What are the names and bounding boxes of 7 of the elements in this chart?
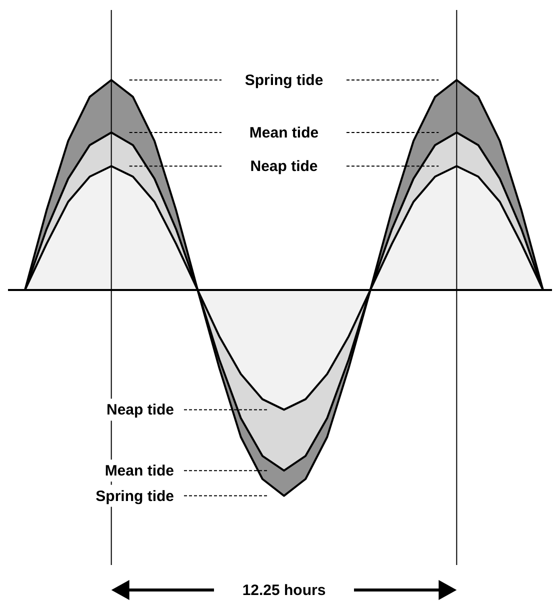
annotation: Neap tide — [250, 158, 318, 176]
annotation: Spring tide — [244, 72, 324, 89]
annotation: Mean tide — [104, 462, 174, 480]
annotation: Spring tide — [96, 488, 174, 505]
text: 12.25 hours — [242, 582, 326, 599]
annotation: Neap tide — [106, 402, 174, 419]
annotation: Mean tide — [249, 124, 319, 142]
